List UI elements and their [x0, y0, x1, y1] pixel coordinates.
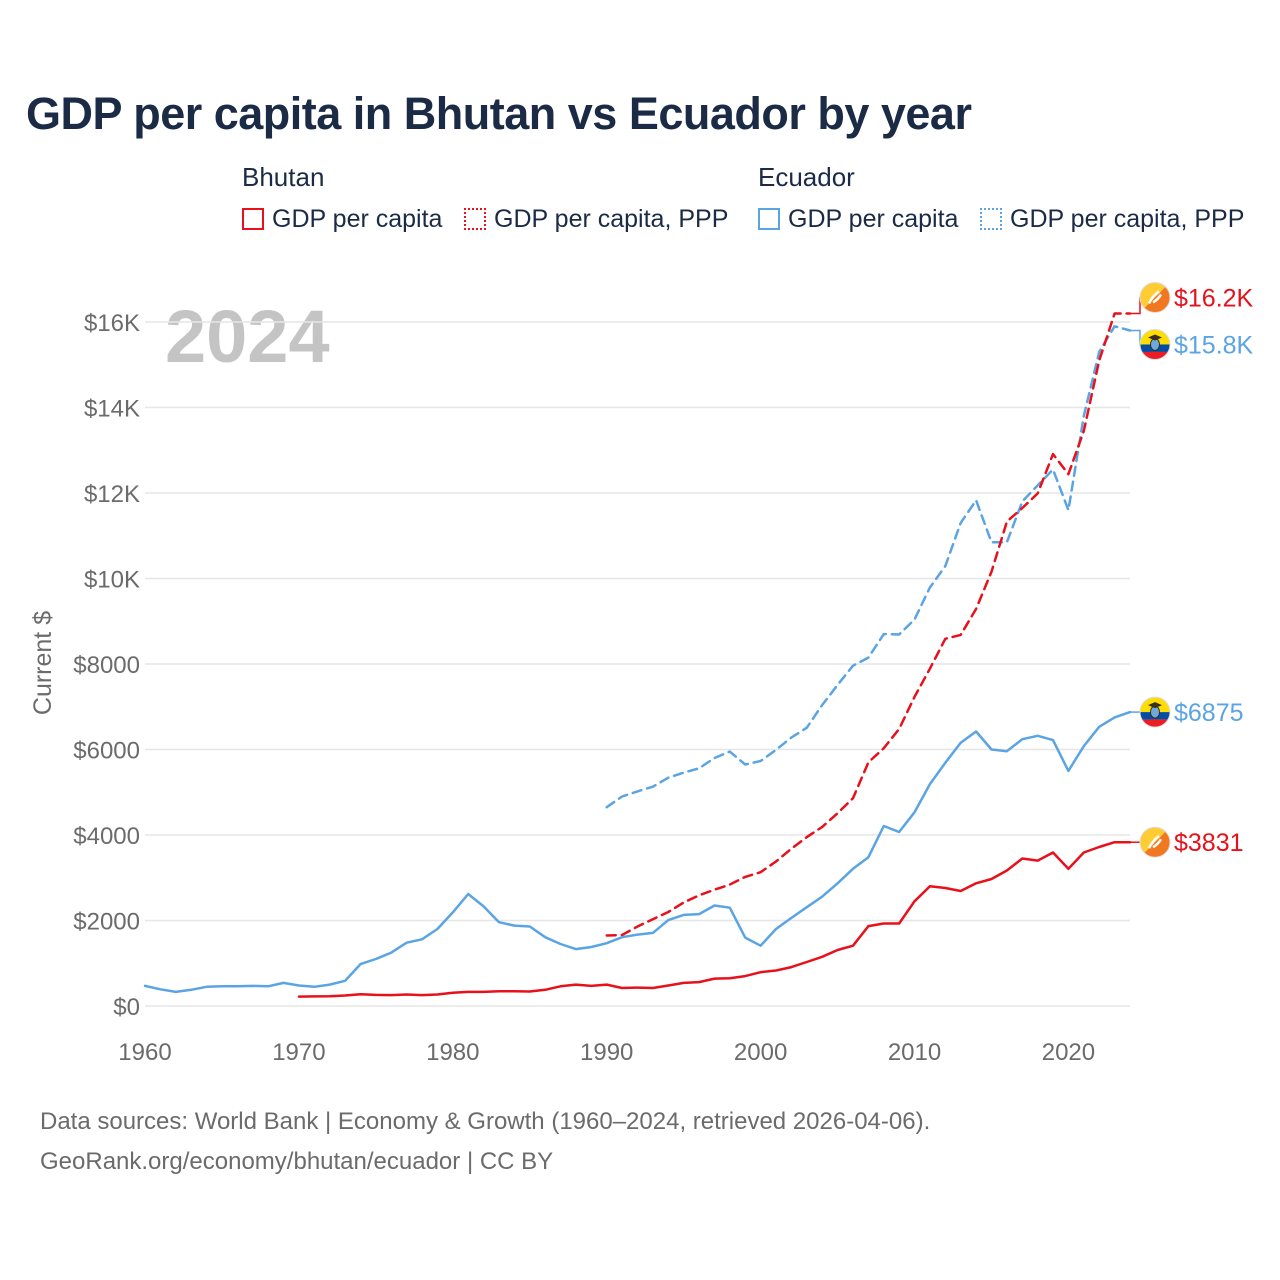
legend-item-ecuador-gdp-ppp[interactable]: GDP per capita, PPP: [980, 203, 1244, 235]
footer-sources: Data sources: World Bank | Economy & Gro…: [40, 1108, 931, 1135]
y-axis-title: Current $: [29, 611, 57, 715]
y-tick-label: $0: [113, 994, 140, 1021]
legend-item-ecuador-gdp[interactable]: GDP per capita: [758, 203, 958, 235]
bhutan-flag-icon: [1139, 826, 1171, 858]
legend-swatch-bhutan-gdp-ppp: [464, 208, 486, 230]
legend-label-ecuador-gdp-ppp: GDP per capita, PPP: [1010, 204, 1245, 233]
x-tick-label: 1960: [118, 1039, 171, 1066]
y-tick-label: $16K: [84, 310, 140, 337]
end-label-connector: [1130, 296, 1141, 315]
x-tick-label: 1970: [272, 1039, 325, 1066]
legend-group-bhutan: Bhutan: [242, 162, 325, 192]
legend-item-bhutan-gdp[interactable]: GDP per capita: [242, 203, 442, 235]
end-value-label: $6875: [1174, 699, 1244, 727]
legend-item-bhutan-gdp-ppp[interactable]: GDP per capita, PPP: [464, 203, 728, 235]
legend-group-ecuador: Ecuador: [758, 162, 855, 192]
ecuador-flag-icon: [1139, 328, 1171, 360]
legend-label-bhutan-gdp-ppp: GDP per capita, PPP: [494, 204, 729, 233]
end-value-label: $15.8K: [1174, 331, 1254, 359]
year-watermark: 2024: [165, 295, 330, 378]
ecuador-flag-icon: [1139, 696, 1171, 728]
series-line-ecuador-gdp[interactable]: [143, 710, 1132, 994]
footer-attribution: GeoRank.org/economy/bhutan/ecuador | CC …: [40, 1148, 554, 1175]
y-tick-label: $14K: [84, 396, 140, 423]
legend-swatch-bhutan-gdp: [242, 208, 264, 230]
end-value-label: $16.2K: [1174, 284, 1254, 312]
end-label-ecuador-ppp: $15.8K: [1130, 328, 1254, 360]
chart-title: GDP per capita in Bhutan vs Ecuador by y…: [26, 88, 972, 139]
end-value-label: $3831: [1174, 829, 1244, 857]
series-line-bhutan-ppp[interactable]: [605, 312, 1132, 937]
legend-swatch-ecuador-gdp: [758, 208, 780, 230]
series-line-bhutan-gdp[interactable]: [297, 840, 1132, 998]
end-label-bhutan-gdp: $3831: [1130, 826, 1244, 858]
x-tick-label: 2000: [734, 1039, 787, 1066]
legend-label-bhutan-gdp: GDP per capita: [272, 204, 443, 233]
legend-swatch-ecuador-gdp-ppp: [980, 208, 1002, 230]
y-tick-label: $8000: [73, 652, 140, 679]
x-tick-label: 2020: [1042, 1039, 1095, 1066]
y-tick-label: $2000: [73, 909, 140, 936]
bhutan-flag-icon: [1139, 281, 1171, 313]
end-label-connector: [1130, 329, 1141, 346]
y-tick-label: $10K: [84, 567, 140, 594]
y-tick-label: $12K: [84, 481, 140, 508]
x-tick-label: 1990: [580, 1039, 633, 1066]
legend-label-ecuador-gdp: GDP per capita: [788, 204, 959, 233]
y-tick-label: $4000: [73, 823, 140, 850]
x-tick-label: 1980: [426, 1039, 479, 1066]
end-label-bhutan-ppp: $16.2K: [1130, 281, 1254, 315]
y-tick-label: $6000: [73, 738, 140, 765]
series-line-ecuador-ppp[interactable]: [605, 325, 1132, 809]
end-label-ecuador-gdp: $6875: [1130, 696, 1244, 728]
x-tick-label: 2010: [888, 1039, 941, 1066]
